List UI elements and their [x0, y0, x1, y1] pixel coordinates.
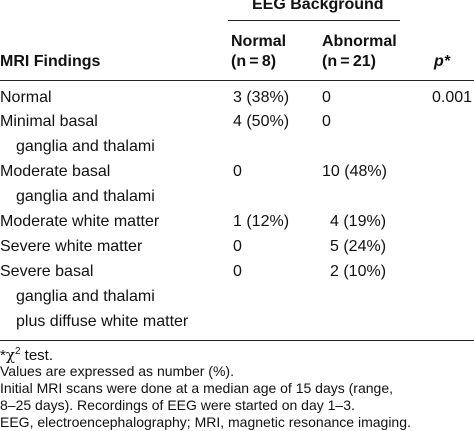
row-abnormal-value: 2 (10%) [330, 263, 387, 280]
col-normal-n: (n = 8) [231, 53, 277, 70]
chi-note-text: test. [20, 347, 54, 364]
row-label-continued: plus diffuse white matter [16, 313, 189, 330]
chi-square-note: *χ2 test. [0, 344, 53, 364]
row-label: Minimal basal [0, 113, 98, 130]
header-rule [0, 80, 474, 81]
row-label-continued: ganglia and thalami [16, 288, 155, 305]
row-normal-value: 1 (12%) [233, 213, 290, 230]
col-abnormal-heading: Abnormal [322, 33, 397, 50]
row-label: Moderate basal [0, 163, 111, 180]
row-normal-value: 0 [233, 263, 242, 280]
row-label-continued: ganglia and thalami [16, 188, 155, 205]
row-p-value: 0.001 [432, 89, 473, 106]
mri-note-line2: 8–25 days). Recordings of EEG were start… [0, 397, 355, 413]
row-label: Normal [0, 89, 52, 106]
col-normal-heading: Normal [231, 33, 287, 50]
row-abnormal-value: 0 [322, 113, 331, 130]
col-p-heading: p* [434, 53, 450, 70]
chi-exponent: 2 [14, 346, 21, 357]
row-normal-value: 0 [233, 163, 242, 180]
col-abnormal-n: (n = 21) [322, 53, 376, 70]
group-heading-rule [228, 20, 400, 21]
chi-symbol: χ [5, 346, 15, 364]
eeg-background-heading: EEG Background [252, 0, 384, 13]
row-normal-value: 4 (50%) [233, 113, 290, 130]
row-normal-value: 0 [233, 238, 242, 255]
row-normal-value: 3 (38%) [233, 89, 290, 106]
footer-rule [0, 340, 474, 341]
values-note: Values are expressed as number (%). [0, 363, 234, 379]
col-findings-heading: MRI Findings [0, 53, 101, 70]
row-label: Severe basal [0, 263, 94, 280]
row-label-continued: ganglia and thalami [16, 138, 155, 155]
chi-note-marker: * [0, 347, 6, 364]
row-abnormal-value: 10 (48%) [322, 163, 387, 180]
row-abnormal-value: 0 [322, 89, 331, 106]
row-abnormal-value: 5 (24%) [330, 238, 387, 255]
abbreviations-note: EEG, electroencephalography; MRI, magnet… [0, 414, 411, 430]
row-label: Moderate white matter [0, 213, 160, 230]
mri-note-line1: Initial MRI scans were done at a median … [0, 380, 393, 396]
row-abnormal-value: 4 (19%) [330, 213, 387, 230]
row-label: Severe white matter [0, 238, 143, 255]
